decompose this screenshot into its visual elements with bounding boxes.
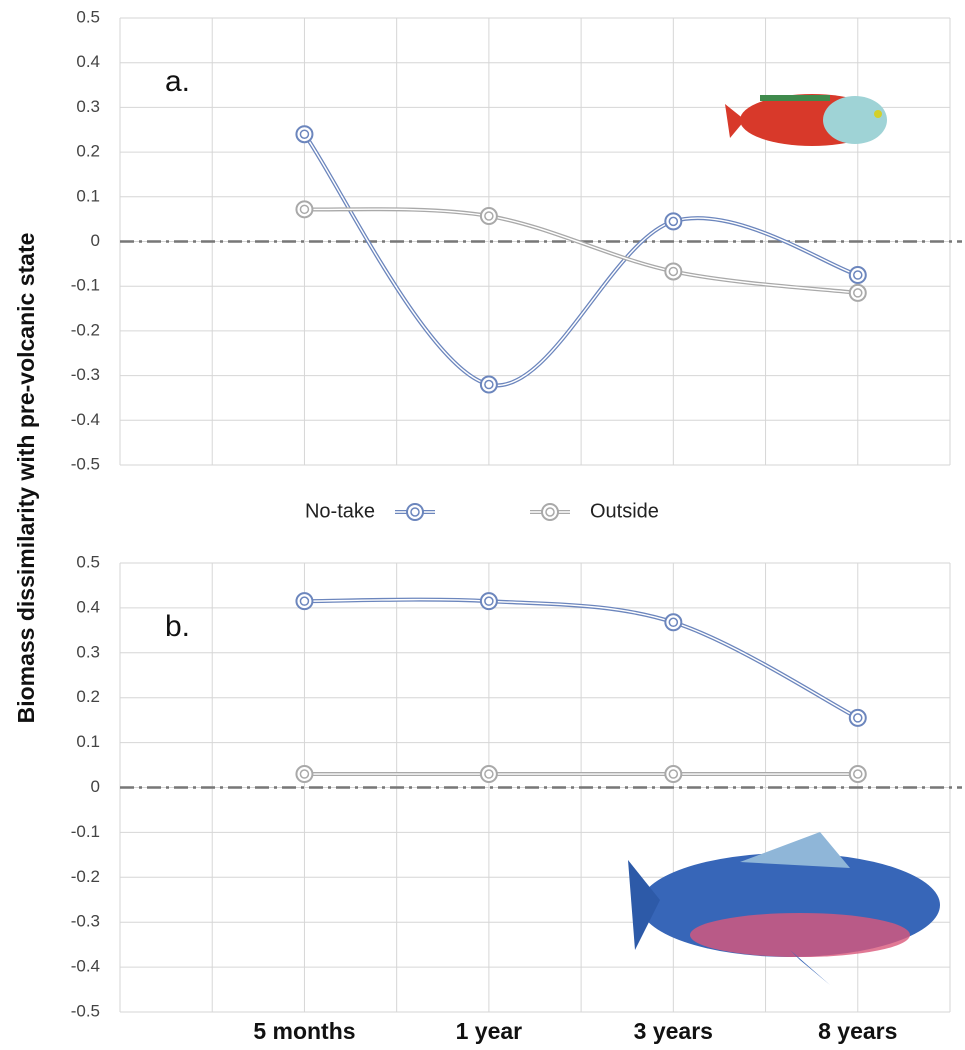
marker — [295, 592, 314, 611]
y-tick-label: -0.4 — [71, 957, 100, 976]
marker — [479, 375, 498, 394]
marker-inner — [299, 769, 310, 779]
marker-inner — [484, 379, 494, 390]
y-tick-label: -0.5 — [71, 454, 100, 473]
y-tick-label: 0 — [91, 777, 100, 796]
marker — [664, 613, 683, 632]
marker-inner — [668, 769, 679, 779]
y-tick-label: 0.2 — [76, 687, 100, 706]
series-line-inner — [304, 208, 858, 294]
marker-inner — [668, 617, 679, 628]
marker-inner — [299, 204, 310, 215]
legend-marker — [406, 503, 424, 521]
marker — [848, 266, 867, 285]
fish-photo — [725, 94, 887, 146]
marker — [295, 125, 314, 144]
y-tick-label: 0.4 — [76, 52, 100, 71]
y-tick-label: -0.4 — [71, 410, 100, 429]
y-tick-label: -0.3 — [71, 912, 100, 931]
x-tick-label: 1 year — [456, 1018, 523, 1044]
marker-inner — [668, 216, 679, 227]
legend-marker-inner — [545, 507, 555, 517]
y-axis-title: Biomass dissimilarity with pre-volcanic … — [13, 233, 39, 724]
marker-inner — [484, 769, 494, 779]
marker — [848, 708, 867, 727]
fish-photo — [628, 832, 940, 985]
y-tick-label: -0.3 — [71, 365, 100, 384]
panel-label: a. — [165, 65, 190, 98]
marker-inner — [484, 211, 494, 221]
marker-inner — [853, 713, 863, 723]
y-tick-label: 0.3 — [76, 97, 100, 116]
marker — [664, 765, 683, 784]
y-tick-label: 0.3 — [76, 642, 100, 661]
y-tick-label: -0.2 — [71, 867, 100, 886]
marker-inner — [484, 596, 494, 606]
marker — [479, 592, 498, 611]
panel-label: b. — [165, 610, 190, 643]
marker-inner — [853, 270, 863, 280]
x-tick-label: 3 years — [634, 1018, 713, 1044]
marker — [479, 765, 498, 784]
marker-inner — [299, 596, 310, 606]
series-line-inner — [303, 133, 858, 387]
y-tick-label: 0.1 — [76, 186, 100, 205]
marker-inner — [668, 266, 679, 277]
marker-inner — [299, 129, 310, 139]
y-tick-label: 0.5 — [76, 552, 100, 571]
x-tick-label: 8 years — [818, 1018, 897, 1044]
legend-marker — [541, 503, 559, 521]
y-tick-label: 0.1 — [76, 732, 100, 751]
y-tick-label: 0 — [91, 231, 100, 250]
legend-label: Outside — [590, 500, 659, 522]
marker-inner — [853, 769, 863, 779]
y-tick-label: 0.5 — [76, 7, 100, 26]
y-tick-label: 0.2 — [76, 142, 100, 161]
marker-inner — [853, 288, 863, 298]
y-tick-label: 0.4 — [76, 597, 100, 616]
marker — [295, 200, 314, 219]
y-tick-label: -0.2 — [71, 320, 100, 339]
y-tick-label: -0.1 — [71, 822, 100, 841]
marker — [479, 207, 498, 226]
marker — [664, 262, 683, 281]
series-line-inner — [304, 598, 859, 719]
marker — [664, 212, 683, 231]
legend-label: No-take — [305, 500, 375, 522]
legend-marker-inner — [410, 507, 420, 517]
x-tick-label: 5 months — [253, 1018, 355, 1044]
y-tick-label: -0.1 — [71, 276, 100, 295]
marker — [848, 765, 867, 784]
marker — [295, 765, 314, 784]
marker — [848, 283, 867, 302]
y-tick-label: -0.5 — [71, 1001, 100, 1020]
